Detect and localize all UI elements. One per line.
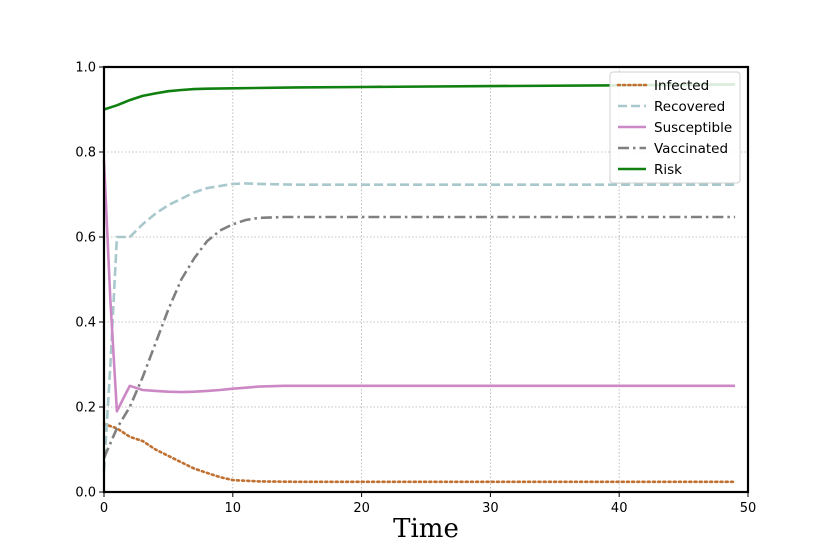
x-tick-label: 0	[100, 501, 108, 516]
ticks: 0 10 20 30 40 50 0.0 0.2 0.4 0.6 0.8 1.0	[75, 61, 756, 517]
series-line-risk	[103, 83, 736, 111]
legend-box	[609, 71, 741, 184]
legend-label-vaccinated: Vaccinated	[654, 141, 728, 157]
x-tick-label: 10	[225, 501, 242, 516]
x-tick-label: 30	[482, 501, 499, 516]
legend-label-infected: Infected	[654, 78, 709, 94]
y-tick-label: 0.8	[75, 146, 96, 161]
y-tick-label: 1.0	[75, 61, 96, 76]
series-line-recovered	[102, 182, 736, 471]
legend: Infected Recovered Susceptible Vaccinated Ri…	[609, 71, 741, 184]
series-line-susceptible	[102, 160, 736, 413]
y-tick-label: 0.2	[75, 401, 96, 416]
x-axis-label: Time	[393, 514, 459, 544]
x-tick-label: 40	[611, 501, 628, 516]
plot-frame	[102, 65, 750, 494]
legend-label-susceptible: Susceptible	[654, 120, 732, 136]
y-tick-label: 0.0	[75, 486, 96, 501]
x-tick-label: 50	[740, 501, 757, 516]
legend-label-risk: Risk	[654, 162, 682, 178]
x-tick-label: 20	[353, 501, 370, 516]
y-tick-label: 0.6	[75, 231, 96, 246]
series-line-vaccinated	[102, 215, 736, 459]
legend-label-recovered: Recovered	[654, 99, 725, 115]
series-layer	[102, 83, 737, 484]
series-line-infected	[102, 422, 737, 484]
y-tick-label: 0.4	[75, 316, 96, 331]
